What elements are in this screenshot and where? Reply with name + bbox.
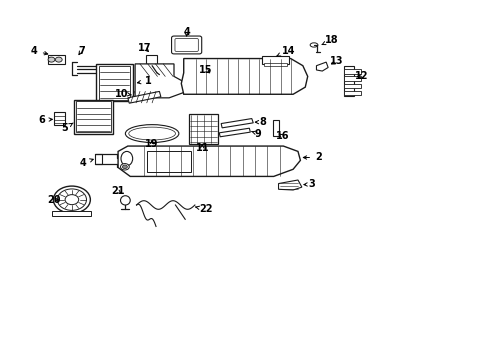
Ellipse shape	[309, 43, 317, 47]
Polygon shape	[135, 64, 183, 98]
Text: 20: 20	[47, 195, 61, 204]
Bar	[74, 100, 113, 134]
Text: 21: 21	[111, 186, 124, 197]
Bar	[344, 91, 361, 95]
Text: 15: 15	[199, 65, 212, 75]
Polygon shape	[278, 180, 301, 190]
Bar	[147, 151, 191, 172]
Text: 10: 10	[115, 89, 131, 99]
Text: 2: 2	[303, 153, 321, 162]
Bar	[99, 66, 130, 100]
Text: 18: 18	[322, 35, 338, 45]
Bar	[52, 211, 91, 216]
Text: 7: 7	[78, 46, 85, 56]
Bar	[47, 55, 64, 64]
Ellipse shape	[48, 57, 55, 62]
Text: 14: 14	[276, 46, 294, 57]
Text: 9: 9	[251, 129, 261, 139]
Text: 12: 12	[354, 71, 367, 81]
Text: 4: 4	[183, 27, 190, 37]
Ellipse shape	[120, 196, 130, 205]
Bar	[344, 69, 361, 73]
Bar	[264, 63, 286, 66]
Bar	[344, 84, 361, 88]
Bar	[262, 57, 288, 64]
FancyBboxPatch shape	[175, 39, 198, 51]
Ellipse shape	[55, 57, 62, 62]
Text: 17: 17	[138, 43, 151, 53]
Text: 3: 3	[304, 179, 314, 189]
Ellipse shape	[120, 163, 129, 170]
Text: 11: 11	[195, 143, 208, 153]
Text: 1: 1	[137, 76, 151, 86]
Bar	[272, 120, 278, 136]
Bar	[344, 76, 361, 81]
Text: 4: 4	[31, 46, 48, 56]
Text: 16: 16	[275, 131, 288, 141]
Text: 22: 22	[195, 204, 212, 214]
Text: 8: 8	[255, 117, 266, 127]
Bar	[146, 55, 157, 66]
Bar	[96, 64, 132, 102]
Ellipse shape	[122, 165, 127, 168]
Text: 13: 13	[329, 57, 343, 66]
Polygon shape	[316, 62, 327, 71]
Text: 6: 6	[38, 115, 52, 125]
Ellipse shape	[121, 152, 132, 166]
Polygon shape	[181, 59, 307, 94]
Ellipse shape	[53, 186, 90, 213]
Bar	[54, 112, 64, 125]
FancyBboxPatch shape	[171, 36, 201, 54]
Ellipse shape	[65, 195, 79, 204]
Polygon shape	[221, 118, 253, 128]
Polygon shape	[118, 146, 300, 176]
Ellipse shape	[57, 189, 86, 210]
Bar	[188, 114, 217, 144]
Polygon shape	[127, 91, 161, 103]
Ellipse shape	[128, 127, 175, 140]
Bar	[76, 101, 111, 132]
Text: 5: 5	[61, 123, 73, 133]
Polygon shape	[219, 128, 250, 137]
Bar	[344, 66, 353, 96]
Ellipse shape	[125, 125, 179, 143]
Ellipse shape	[213, 74, 218, 77]
Ellipse shape	[211, 73, 221, 78]
Text: 4: 4	[80, 158, 93, 168]
Bar	[95, 154, 102, 164]
Text: 19: 19	[145, 139, 159, 149]
